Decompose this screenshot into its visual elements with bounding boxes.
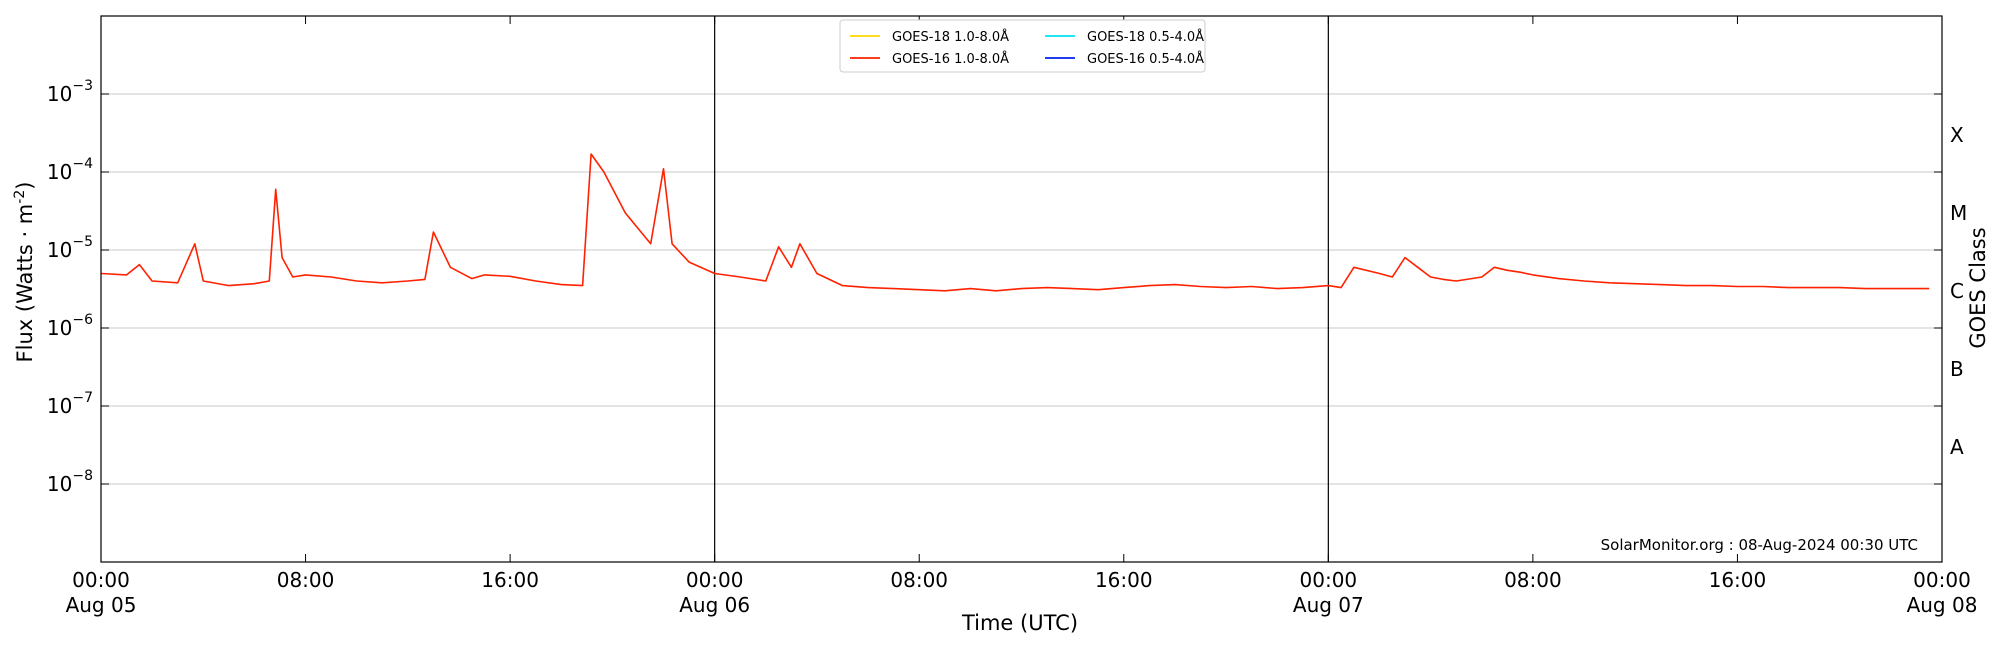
y-tick-base: 10 [47, 394, 72, 418]
plot-frame [100, 15, 1943, 563]
y-tick-exponent: −8 [72, 468, 93, 484]
y-axis-title-close: ) [13, 182, 37, 190]
grid-layer [101, 93, 1942, 485]
y-tick-label: 10−6 [47, 312, 93, 340]
x-tick-label: 08:00 [277, 568, 335, 592]
y-tick-label: 10−8 [47, 468, 93, 496]
y-tick-base: 10 [47, 316, 72, 340]
x-tick-label: 16:00 [1709, 568, 1767, 592]
y-axis-title-exponent: -2 [12, 190, 28, 204]
goes-class-label: A [1950, 435, 1964, 459]
legend-label: GOES-16 1.0-8.0Å [892, 51, 1009, 67]
plot-border [100, 15, 1943, 563]
y-tick-base: 10 [47, 82, 72, 106]
y-tick-exponent: −5 [72, 234, 93, 250]
goes-class-label: B [1950, 357, 1964, 381]
legend-box [839, 19, 1206, 73]
legend-label: GOES-18 0.5-4.0Å [1087, 29, 1204, 45]
x-tick-date-label: Aug 05 [66, 593, 137, 617]
x-tick-label: 08:00 [1504, 568, 1562, 592]
watermark-text: SolarMonitor.org : 08-Aug-2024 00:30 UTC [1601, 536, 1918, 554]
day-boundary-layer [714, 16, 1329, 562]
x-tick-label: 00:00 [1300, 568, 1358, 592]
y-tick-label: 10−5 [47, 234, 93, 262]
x-axis-title: Time (UTC) [961, 611, 1078, 635]
x-tick-label: 00:00 [686, 568, 744, 592]
x-tick-label: 00:00 [72, 568, 130, 592]
y-tick-exponent: −3 [72, 78, 93, 94]
y-tick-exponent: −4 [72, 156, 93, 172]
series-line [100, 153, 1930, 292]
goes-class-label: X [1950, 123, 1964, 147]
x-tick-label: 16:00 [1095, 568, 1153, 592]
x-tick-date-label: Aug 06 [679, 593, 750, 617]
y-axis-title: Flux (Watts · m-2) [12, 182, 37, 363]
x-tick-label: 00:00 [1913, 568, 1971, 592]
legend-label: GOES-18 1.0-8.0Å [892, 29, 1009, 45]
x-tick-label: 16:00 [481, 568, 539, 592]
x-tick-date-label: Aug 07 [1293, 593, 1364, 617]
x-tick-label: 08:00 [890, 568, 948, 592]
x-tick-date-label: Aug 08 [1907, 593, 1978, 617]
y-tick-base: 10 [47, 160, 72, 184]
y-tick-label: 10−3 [47, 78, 93, 106]
y-tick-label: 10−7 [47, 390, 93, 418]
tick-layer [100, 16, 1943, 562]
y-tick-label: 10−4 [47, 156, 93, 184]
goes-class-label: M [1950, 201, 1967, 225]
y-tick-base: 10 [47, 238, 72, 262]
y-tick-exponent: −7 [72, 390, 93, 406]
series-layer [100, 153, 1930, 292]
y-tick-exponent: −6 [72, 312, 93, 328]
legend-label: GOES-16 0.5-4.0Å [1087, 51, 1204, 67]
right-axis-title: GOES Class [1966, 227, 1990, 348]
y-axis-title-main: Flux (Watts · m [13, 204, 37, 363]
legend: GOES-18 1.0-8.0Å GOES-16 1.0-8.0Å GOES-18 … [839, 19, 1206, 73]
goes-class-label: C [1950, 279, 1964, 303]
y-tick-base: 10 [47, 472, 72, 496]
